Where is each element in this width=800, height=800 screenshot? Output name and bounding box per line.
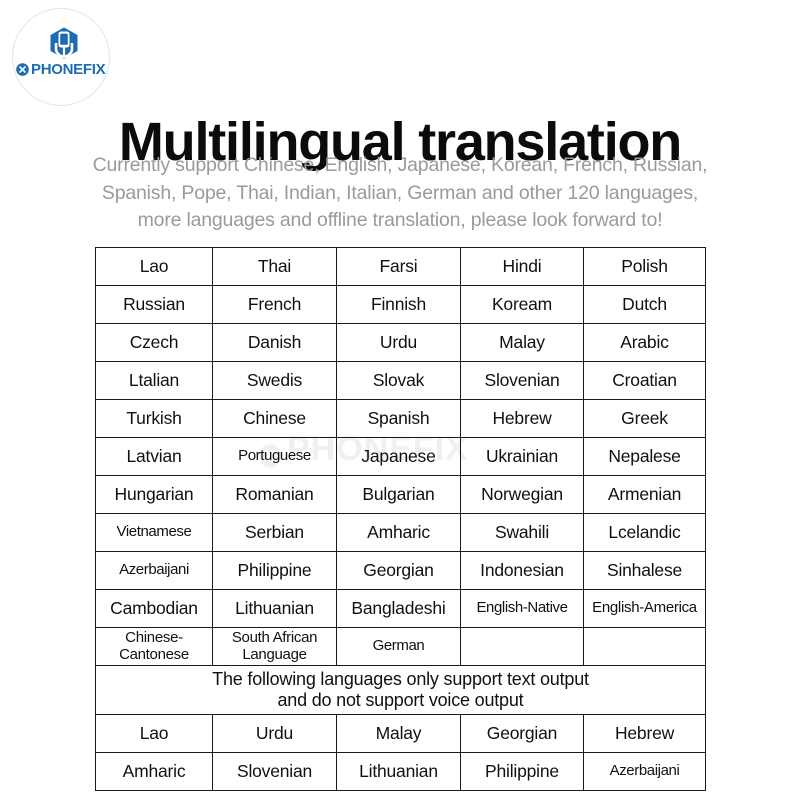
language-cell: Croatian: [583, 361, 706, 400]
language-cell: Ukrainian: [460, 437, 584, 476]
language-cell: Arabic: [583, 323, 706, 362]
language-cell: Thai: [212, 247, 337, 286]
language-cell: Hindi: [460, 247, 584, 286]
language-cell: German: [336, 627, 461, 666]
language-cell: Danish: [212, 323, 337, 362]
language-cell: English-America: [583, 589, 706, 628]
page-subtitle: Currently support Chinese, English, Japa…: [70, 152, 730, 235]
language-cell: Dutch: [583, 285, 706, 324]
language-cell: Slovak: [336, 361, 461, 400]
language-table: Lao Thai Farsi Hindi Polish Russian Fren…: [95, 247, 706, 791]
table-row: Hungarian Romanian Bulgarian Norwegian A…: [95, 475, 706, 514]
language-cell: Amharic: [336, 513, 461, 552]
note-line: and do not support voice output: [277, 690, 524, 710]
table-row: Amharic Slovenian Lithuanian Philippine …: [95, 752, 706, 791]
language-cell: English-Native: [460, 589, 584, 628]
table-row: Vietnamese Serbian Amharic Swahili Lcela…: [95, 513, 706, 552]
language-cell: Serbian: [212, 513, 337, 552]
language-cell: Spanish: [336, 399, 461, 438]
language-cell: Lcelandic: [583, 513, 706, 552]
language-cell: Azerbaijani: [583, 752, 706, 791]
language-cell: Turkish: [95, 399, 213, 438]
table-row: Chinese-Cantonese South African Language…: [95, 627, 706, 666]
language-cell: Slovenian: [212, 752, 337, 791]
language-cell: Koream: [460, 285, 584, 324]
language-cell: Chinese: [212, 399, 337, 438]
note-line: The following languages only support tex…: [212, 668, 589, 689]
language-cell: Urdu: [336, 323, 461, 362]
subtitle-line: Spanish, Pope, Thai, Indian, Italian, Ge…: [101, 181, 699, 204]
language-cell: Russian: [95, 285, 213, 324]
table-row: Czech Danish Urdu Malay Arabic: [95, 323, 706, 362]
page-title: Multilingual translation: [118, 112, 682, 173]
table-row: Turkish Chinese Spanish Hebrew Greek: [95, 399, 706, 438]
language-cell: Hungarian: [95, 475, 213, 514]
language-cell: Romanian: [212, 475, 337, 514]
language-cell: Indonesian: [460, 551, 584, 590]
language-cell: Lithuanian: [212, 589, 337, 628]
brand-name: PHONEFIX: [31, 61, 106, 78]
table-note-row: The following languages only support tex…: [95, 665, 706, 715]
language-cell: Azerbaijani: [95, 551, 213, 590]
language-cell: Polish: [583, 247, 706, 286]
language-cell: Farsi: [336, 247, 461, 286]
language-cell: Greek: [583, 399, 706, 438]
language-cell: Swedis: [212, 361, 337, 400]
table-row: Lao Urdu Malay Georgian Hebrew: [95, 714, 706, 753]
language-cell: Ltalian: [95, 361, 213, 400]
text-only-note: The following languages only support tex…: [95, 665, 706, 715]
language-cell: Slovenian: [460, 361, 584, 400]
language-cell: Japanese: [336, 437, 461, 476]
language-table-container: Lao Thai Farsi Hindi Polish Russian Fren…: [95, 247, 706, 791]
phone-in-shield-icon: [47, 26, 81, 60]
table-row: Cambodian Lithuanian Bangladeshi English…: [95, 589, 706, 628]
language-cell: Amharic: [95, 752, 213, 791]
language-cell: Nepalese: [583, 437, 706, 476]
language-cell: Bulgarian: [336, 475, 461, 514]
language-cell: Vietnamese: [95, 513, 213, 552]
subtitle-line: more languages and offline translation, …: [137, 209, 663, 232]
brand-logo: PHONEFIX: [12, 8, 116, 106]
language-cell: French: [212, 285, 337, 324]
table-row: Lao Thai Farsi Hindi Polish: [95, 247, 706, 286]
logo-wordmark: PHONEFIX: [16, 61, 106, 78]
table-row: Ltalian Swedis Slovak Slovenian Croatian: [95, 361, 706, 400]
language-cell: Malay: [460, 323, 584, 362]
language-cell: Bangladeshi: [336, 589, 461, 628]
language-cell: Finnish: [336, 285, 461, 324]
language-cell: Georgian: [460, 714, 584, 753]
language-cell-empty: [583, 627, 706, 666]
language-cell: Lao: [95, 247, 213, 286]
language-cell: Lao: [95, 714, 213, 753]
language-cell: Latvian: [95, 437, 213, 476]
table-row: Azerbaijani Philippine Georgian Indonesi…: [95, 551, 706, 590]
language-cell: Hebrew: [460, 399, 584, 438]
language-cell: Lithuanian: [336, 752, 461, 791]
language-cell: Portuguese: [212, 437, 337, 476]
subtitle-line: Currently support Chinese, English, Japa…: [92, 154, 708, 176]
table-row: Latvian Portuguese Japanese Ukrainian Ne…: [95, 437, 706, 476]
language-cell: Chinese-Cantonese: [95, 627, 213, 666]
language-cell: Norwegian: [460, 475, 584, 514]
language-cell: Swahili: [460, 513, 584, 552]
language-table-body: Lao Thai Farsi Hindi Polish Russian Fren…: [95, 247, 706, 791]
language-cell: Philippine: [460, 752, 584, 791]
language-cell: Cambodian: [95, 589, 213, 628]
language-cell: Urdu: [212, 714, 337, 753]
language-cell-empty: [460, 627, 584, 666]
language-cell: Georgian: [336, 551, 461, 590]
x-circle-icon: [16, 63, 29, 76]
language-cell: Czech: [95, 323, 213, 362]
language-cell: Malay: [336, 714, 461, 753]
language-cell: Philippine: [212, 551, 337, 590]
table-row: Russian French Finnish Koream Dutch: [95, 285, 706, 324]
language-cell: Hebrew: [583, 714, 706, 753]
language-cell: South African Language: [212, 627, 337, 666]
language-cell: Sinhalese: [583, 551, 706, 590]
language-cell: Armenian: [583, 475, 706, 514]
